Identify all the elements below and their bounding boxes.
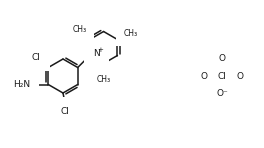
Text: O: O [219, 53, 225, 62]
Text: Cl: Cl [218, 71, 227, 81]
Text: O⁻: O⁻ [216, 90, 228, 99]
Text: N: N [93, 49, 100, 58]
Text: O: O [237, 71, 243, 81]
Text: +: + [98, 46, 103, 53]
Text: CH₃: CH₃ [97, 75, 111, 84]
Text: Cl: Cl [60, 107, 69, 115]
Text: CH₃: CH₃ [72, 25, 86, 34]
Text: O: O [200, 71, 208, 81]
Text: CH₃: CH₃ [124, 29, 138, 38]
Text: H₂N: H₂N [13, 80, 30, 89]
Text: Cl: Cl [32, 53, 41, 62]
